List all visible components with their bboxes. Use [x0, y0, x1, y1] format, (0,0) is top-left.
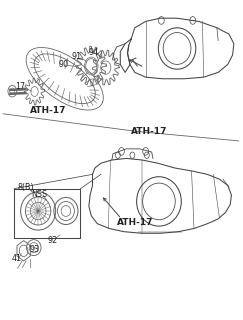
Text: NSS: NSS: [31, 189, 47, 199]
Text: ATH-17: ATH-17: [131, 127, 167, 136]
Text: ATH-17: ATH-17: [30, 106, 66, 115]
Text: 91: 91: [72, 52, 82, 61]
Text: 8(B): 8(B): [18, 183, 34, 192]
Text: 90: 90: [59, 60, 69, 69]
Text: 17: 17: [15, 82, 25, 91]
Text: ATH-17: ATH-17: [117, 218, 153, 227]
Text: 93: 93: [29, 245, 40, 254]
Text: 94: 94: [89, 48, 99, 57]
Text: 92: 92: [48, 236, 58, 245]
Text: 41: 41: [11, 254, 21, 263]
